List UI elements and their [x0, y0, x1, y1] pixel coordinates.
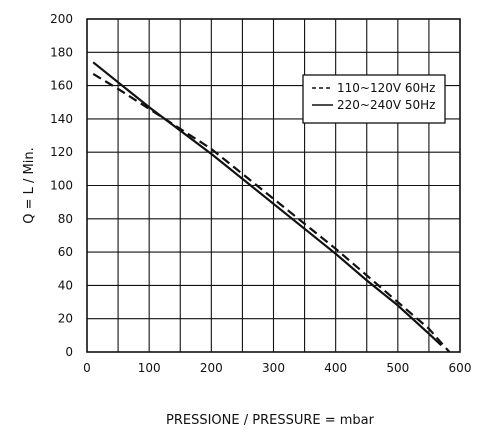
y-tick-label: 80	[58, 212, 73, 226]
legend: 110~120V 60Hz 220~240V 50Hz	[302, 74, 446, 124]
x-tick-label: 400	[324, 361, 347, 375]
x-tick-label: 200	[200, 361, 223, 375]
plot-frame	[86, 18, 461, 353]
y-tick-labels: 0 20 40 60 80 100 120 140 160 180 200	[50, 12, 73, 359]
grid	[87, 19, 460, 352]
x-tick-label: 100	[138, 361, 161, 375]
x-tick-label: 600	[449, 361, 472, 375]
series-lines	[92, 61, 451, 353]
legend-entry-label: 220~240V 50Hz	[337, 98, 435, 112]
y-tick-label: 200	[50, 12, 73, 26]
y-tick-label: 20	[58, 312, 73, 326]
legend-entry-label: 110~120V 60Hz	[337, 81, 435, 95]
x-axis-label: PRESSIONE / PRESSURE = mbar	[166, 413, 375, 428]
y-tick-label: 60	[58, 245, 73, 259]
y-tick-label: 140	[50, 112, 73, 126]
y-tick-label: 120	[50, 145, 73, 159]
series-line-dashed	[92, 72, 451, 353]
y-tick-label: 40	[58, 278, 73, 292]
y-tick-label: 100	[50, 179, 73, 193]
y-tick-label: 160	[50, 79, 73, 93]
x-tick-label: 0	[83, 361, 91, 375]
x-tick-label: 500	[386, 361, 409, 375]
y-tick-label: 0	[65, 345, 73, 359]
y-axis-label: Q = L / Min.	[22, 147, 37, 223]
series-line-solid	[92, 61, 443, 347]
legend-box	[302, 74, 446, 124]
y-tick-label: 180	[50, 45, 73, 59]
x-tick-label: 300	[262, 361, 285, 375]
x-tick-labels: 0 100 200 300 400 500 600	[83, 361, 471, 375]
